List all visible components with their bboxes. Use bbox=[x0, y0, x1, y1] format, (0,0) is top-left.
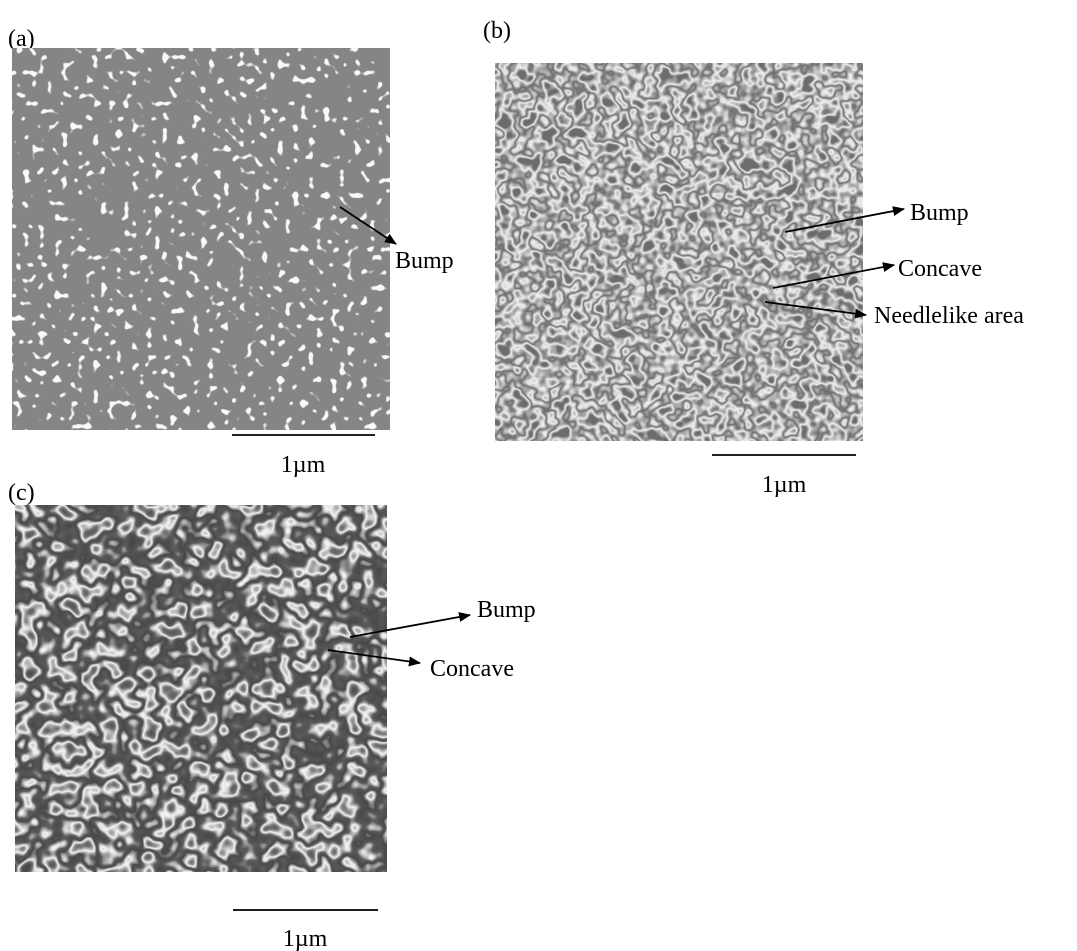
annotation: Bump bbox=[395, 248, 454, 274]
panel-label: (c) bbox=[8, 480, 35, 506]
annotation: Concave bbox=[898, 256, 982, 282]
arrow bbox=[764, 301, 867, 319]
arrow bbox=[339, 206, 397, 245]
arrow bbox=[327, 649, 421, 667]
annotation: Bump bbox=[477, 597, 536, 623]
micrograph-texture bbox=[495, 63, 863, 441]
annotation: Concave bbox=[430, 656, 514, 682]
arrow bbox=[784, 206, 905, 233]
annotation: Needlelike area bbox=[874, 303, 1024, 329]
arrow bbox=[772, 262, 895, 289]
micrograph-texture bbox=[15, 505, 387, 872]
arrow bbox=[349, 612, 471, 638]
panel-label: (a) bbox=[8, 26, 35, 52]
panel-label: (b) bbox=[483, 18, 511, 44]
micrograph-texture bbox=[12, 48, 390, 430]
annotation: Bump bbox=[910, 200, 969, 226]
scale-label: 1µm bbox=[283, 926, 328, 951]
scale-label: 1µm bbox=[281, 452, 326, 478]
scale-label: 1µm bbox=[762, 472, 807, 498]
